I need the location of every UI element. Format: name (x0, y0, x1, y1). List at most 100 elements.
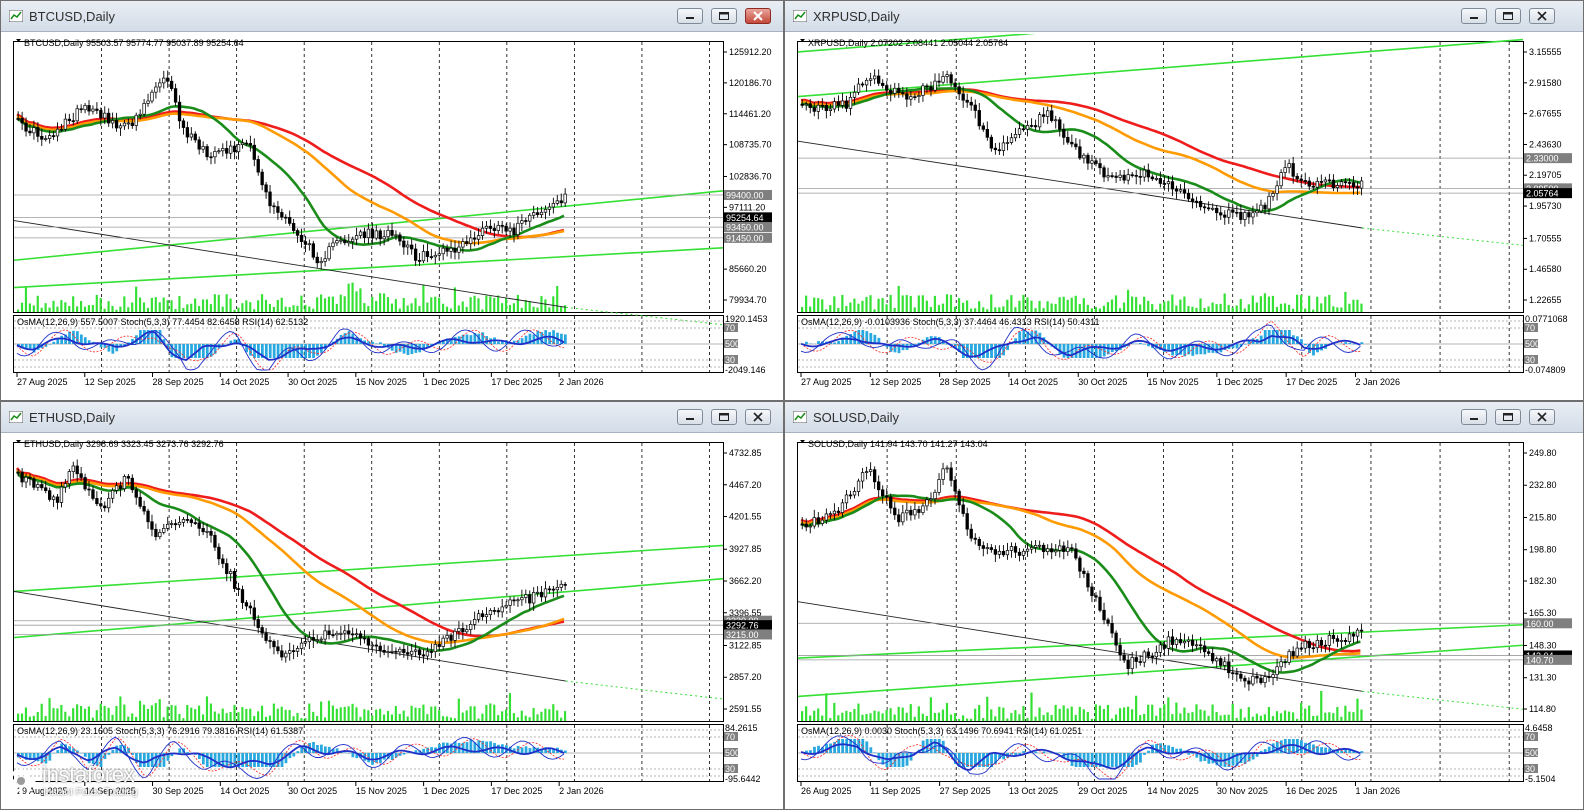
price-axis-label: 4467.20 (729, 480, 762, 490)
volume-bar (1066, 708, 1069, 721)
osma-bar (288, 753, 292, 759)
volume-bar (853, 708, 856, 721)
window-title-bar[interactable]: XRPUSD,Daily (785, 1, 1583, 32)
volume-bar (1171, 714, 1174, 721)
volume-bar (889, 294, 892, 312)
sol-price-chart[interactable]: 249.80232.80215.80198.80182.30165.30148.… (793, 435, 1575, 801)
candle-body (386, 651, 390, 654)
chart-area[interactable]: 125912.20 120186.70 114461.20 108735.70 1028… (9, 34, 775, 392)
osma-bar (990, 753, 993, 767)
maximize-button[interactable] (1495, 409, 1521, 425)
close-button[interactable] (745, 8, 771, 24)
volume-bar (1227, 305, 1230, 312)
osma-bar (1118, 753, 1122, 767)
chart-area[interactable]: 249.80 232.80 215.80 198.80 182.30 165.30 148.… (793, 435, 1575, 801)
candle-body (429, 651, 434, 653)
xrp-chart-window[interactable]: XRPUSD,Daily 3.15555 2.91580 2.67655 2.4363… (784, 0, 1584, 401)
chart-area[interactable]: 4732.85 4467.20 4201.55 3927.85 3662.20 3396.… (9, 435, 775, 801)
volume-bar (40, 307, 43, 312)
trendline-projection (565, 306, 724, 326)
oscillator-axis-label: -0.074809 (1525, 365, 1566, 375)
candle-body (893, 87, 897, 94)
minimize-button[interactable] (1461, 8, 1487, 24)
xrp-price-chart[interactable]: 3.155552.915802.676552.436302.197051.957… (793, 34, 1575, 392)
volume-bar (131, 713, 134, 721)
osma-bar (805, 750, 808, 753)
osma-bar (284, 753, 288, 764)
volume-bar (1042, 715, 1045, 721)
candle-body (933, 80, 937, 91)
osma-bar (438, 342, 441, 344)
minimize-button[interactable] (1461, 409, 1487, 425)
candle-body (362, 637, 367, 640)
osma-bar (833, 342, 837, 344)
candle-body (280, 650, 284, 658)
sol-chart-window[interactable]: SOLUSD,Daily 249.80 232.80 215.80 198.80 182… (784, 401, 1584, 810)
osma-bar (87, 753, 91, 764)
volume-bar (1328, 294, 1331, 312)
volume-bar (957, 298, 961, 312)
volume-bar (833, 702, 836, 721)
volume-bar (79, 300, 83, 312)
osma-bar (1014, 753, 1018, 757)
volume-bar (1002, 707, 1005, 721)
maximize-button[interactable] (711, 409, 737, 425)
volume-bar (873, 309, 876, 312)
candle-body (1186, 639, 1191, 642)
moving-average-slow (800, 87, 1361, 189)
date-axis-label: 14 Nov 2025 (1148, 786, 1199, 796)
close-button[interactable] (745, 409, 771, 425)
volume-bar (264, 716, 268, 721)
candle-body (1303, 180, 1307, 182)
candle-body (885, 495, 889, 498)
minimize-button[interactable] (677, 8, 703, 24)
candle-body (87, 488, 91, 491)
candle-body (32, 478, 36, 488)
price-axis-label: 125912.20 (729, 47, 772, 57)
volume-bar (1239, 708, 1242, 721)
level-tag (724, 232, 772, 243)
window-title-bar[interactable]: BTCUSD,Daily (1, 1, 783, 32)
date-axis-label: 1 Jan 2026 (1355, 786, 1400, 796)
osma-bar (857, 330, 861, 344)
chart-area[interactable]: 3.15555 2.91580 2.67655 2.43630 2.19705 1.957… (793, 34, 1575, 392)
eth-price-chart[interactable]: 4732.854467.204201.553927.853662.203396.… (9, 435, 775, 801)
close-button[interactable] (1529, 8, 1555, 24)
btc-chart-window[interactable]: BTCUSD,Daily 125912.20 120186.70 114461.20… (0, 0, 784, 401)
osma-bar (1263, 330, 1267, 344)
volume-bar (304, 718, 307, 721)
volume-bar (1279, 713, 1283, 721)
maximize-button[interactable] (1495, 8, 1521, 24)
volume-bar (79, 706, 83, 721)
volume-bar (809, 306, 812, 312)
candle-body (130, 122, 134, 126)
candle-body (252, 144, 256, 160)
osma-bar (821, 341, 824, 344)
osma-bar (1235, 344, 1239, 349)
volume-bar (241, 707, 244, 721)
candle-body (488, 225, 493, 229)
window-title-bar[interactable]: ETHUSD,Daily (1, 402, 783, 433)
oscillator-axis-label: 4.6458 (1525, 723, 1553, 733)
window-title-bar[interactable]: SOLUSD,Daily (785, 402, 1583, 433)
oscillator-pane-frame (797, 315, 1524, 373)
candle-body (500, 224, 504, 227)
eth-chart-window[interactable]: ETHUSD,Daily 4732.85 4467.20 4201.55 3927.8… (0, 401, 784, 810)
candle-body (997, 149, 1002, 152)
price-axis-label: 232.80 (1529, 480, 1557, 490)
osma-bar (221, 753, 225, 767)
maximize-button[interactable] (711, 8, 737, 24)
level-tag (724, 629, 772, 640)
volume-bar (1147, 704, 1150, 721)
close-button[interactable] (1529, 409, 1555, 425)
osma-bar (158, 330, 162, 344)
btc-price-chart[interactable]: 125912.20120186.70114461.20108735.701028… (9, 34, 775, 392)
candle-body (394, 234, 398, 237)
candle-body (1331, 635, 1336, 640)
volume-bar (300, 295, 303, 312)
osma-bar (909, 753, 913, 761)
minimize-button[interactable] (677, 409, 703, 425)
price-axis-label: 1.70555 (1529, 233, 1562, 243)
candle-body (40, 136, 44, 140)
osma-bar (1340, 750, 1344, 753)
